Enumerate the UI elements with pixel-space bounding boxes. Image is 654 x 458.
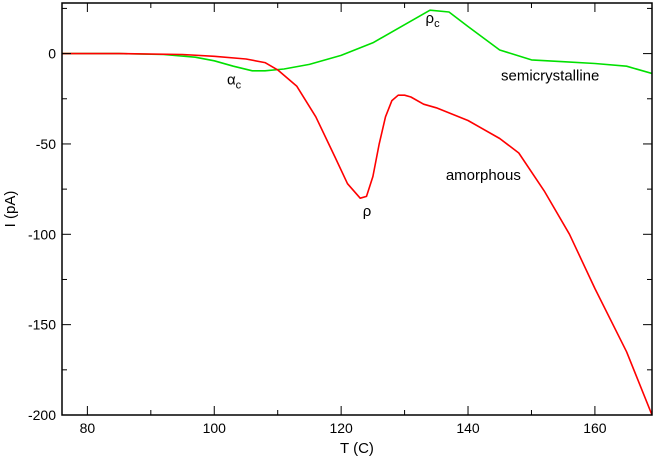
annotation-0: αc (227, 71, 242, 91)
annotation-4: ρ (363, 203, 372, 220)
series-line-0 (62, 9, 652, 75)
y-tick-label--100: -100 (28, 226, 56, 242)
x-axis-title: T (C) (340, 440, 374, 457)
annotation-1: ρc (426, 10, 441, 30)
x-tick-label-100: 100 (203, 420, 227, 436)
y-tick-label--200: -200 (28, 407, 56, 423)
annotation-3: amorphous (446, 167, 521, 184)
y-axis-title: I (pA) (2, 191, 19, 228)
annotation-layer: αc ρc semicrystalline amorphous ρ (227, 10, 599, 220)
x-tick-label-140: 140 (456, 420, 480, 436)
ticks-layer: 80 100 120 140 160 0 -50 -100 -150 -200 (28, 3, 652, 436)
x-tick-label-160: 160 (583, 420, 607, 436)
x-tick-label-80: 80 (80, 420, 96, 436)
y-tick-label-0: 0 (48, 46, 56, 62)
series-line-1 (62, 52, 652, 415)
plot-frame (61, 2, 653, 416)
y-tick-label--50: -50 (36, 136, 56, 152)
x-tick-label-120: 120 (329, 420, 353, 436)
y-tick-label--150: -150 (28, 317, 56, 333)
series-layer (62, 9, 652, 415)
annotation-2: semicrystalline (501, 68, 599, 85)
